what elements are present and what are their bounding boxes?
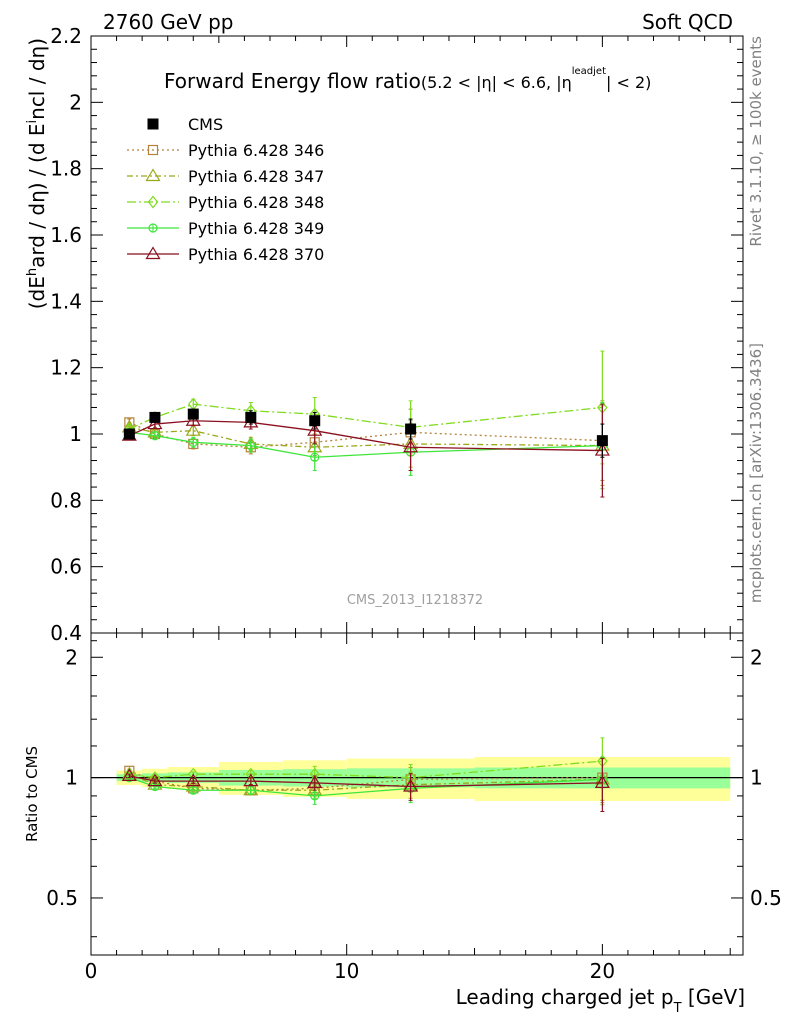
legend-marker (147, 118, 159, 130)
data-point (185, 413, 201, 426)
x-tick-label: 10 (334, 959, 359, 983)
legend-marker (147, 144, 159, 156)
header-left: 2760 GeV pp (103, 10, 234, 34)
data-point (185, 423, 201, 436)
data-point (594, 775, 610, 789)
data-point (147, 773, 163, 787)
y-axis-label: (dEhard / dη) / (d Eincl / dη) (25, 38, 49, 309)
series-pythia-6-428-348 (124, 350, 608, 465)
legend-item: Pythia 6.428 347 (127, 167, 324, 186)
data-point (596, 435, 608, 447)
y-tick-label: 0.4 (50, 621, 82, 645)
x-axis-label-a: Leading charged jet p (456, 985, 674, 1009)
legend-item: Pythia 6.428 349 (127, 219, 324, 238)
x-axis-label-b: [GeV] (682, 985, 745, 1009)
data-point (405, 423, 417, 435)
legend-label: CMS (188, 115, 223, 134)
data-point (307, 775, 323, 789)
series-pythia-6-428-370 (121, 757, 610, 813)
series-line (129, 431, 603, 458)
x-tick-label: 20 (590, 959, 615, 983)
chart-title-cond-a: (5.2 < |η| < 6.6, |η (421, 73, 572, 92)
data-point (147, 416, 163, 430)
data-point (123, 428, 135, 440)
legend: CMS Pythia 6.428 346 Pythia 6.428 347 Pythi… (127, 115, 324, 264)
chart-title-cond-b: | < 2) (606, 73, 651, 92)
legend-label: Pythia 6.428 346 (188, 141, 324, 160)
y-tick-label: 0.8 (50, 488, 82, 512)
y-tick-label: 0.6 (50, 555, 82, 579)
ratio-y-tick-label-right: 2 (750, 645, 763, 669)
legend-item: Pythia 6.428 348 (127, 193, 324, 212)
data-point (121, 768, 137, 781)
ratio-y-tick-label: 2 (65, 645, 78, 669)
data-point (403, 778, 419, 792)
data-point (185, 773, 201, 787)
ratio-y-axis-label: Ratio to CMS (23, 746, 41, 842)
legend-item: CMS (147, 115, 223, 134)
legend-marker (145, 168, 161, 182)
header-right: Soft QCD (642, 10, 733, 34)
x-tick-label: 0 (85, 959, 98, 983)
legend-label: Pythia 6.428 370 (188, 245, 324, 264)
rivet-label: Rivet 3.1.10, ≥ 100k events (747, 36, 765, 247)
ratio-series (121, 737, 610, 813)
main-series (121, 350, 610, 498)
data-point (307, 423, 323, 436)
y-tick-label: 2.2 (50, 24, 82, 48)
y-axis-label-text3: ncl / dη) (25, 38, 49, 120)
y-tick-label: 1.4 (50, 289, 82, 313)
data-point (149, 411, 161, 423)
y-axis-label-text: (dE (25, 276, 49, 309)
ratio-uncertainty-bands (116, 757, 731, 801)
legend-marker (145, 246, 161, 260)
legend-label: Pythia 6.428 347 (188, 167, 324, 186)
data-point (245, 411, 257, 423)
x-axis-label: Leading charged jet pT [GeV] (456, 985, 745, 1016)
series-cms (123, 408, 608, 458)
ratio-y-tick-label-right: 1 (750, 766, 763, 790)
y-tick-label: 1.8 (50, 157, 82, 181)
legend-label: Pythia 6.428 349 (188, 219, 324, 238)
mcplots-label: mcplots.cern.ch [arXiv:1306.3436] (747, 343, 765, 603)
analysis-watermark: CMS_2013_I1218372 (347, 593, 483, 608)
ratio-axes: 0 10 20 0.5 0.5 1 1 2 2 (46, 633, 782, 983)
legend-item: Pythia 6.428 346 (127, 141, 324, 160)
y-tick-label: 1.2 (50, 356, 82, 380)
data-point (243, 773, 259, 787)
legend-item: Pythia 6.428 370 (127, 245, 324, 264)
y-tick-label: 1.6 (50, 223, 82, 247)
ratio-y-tick-label-right: 0.5 (750, 886, 782, 910)
y-axis-label-text2: ard / dη) / (d E (25, 123, 49, 267)
y-axis-label-sup: h (25, 268, 40, 276)
chart-title-sup: leadjet (572, 66, 606, 77)
data-point (187, 408, 199, 420)
legend-marker (147, 195, 159, 209)
data-point (309, 415, 321, 427)
main-axes: 0.4 0.6 0.8 1 1.2 1.4 1.6 1.8 2 2.2 (50, 24, 743, 645)
series-line (129, 421, 603, 448)
y-tick-label: 1 (69, 422, 82, 446)
legend-label: Pythia 6.428 348 (188, 193, 324, 212)
y-tick-label: 2 (69, 90, 82, 114)
ratio-y-tick-label: 1 (65, 766, 78, 790)
ratio-y-tick-label: 0.5 (46, 886, 78, 910)
ratio-plot-frame (90, 632, 744, 956)
x-axis-label-sub: T (673, 1001, 682, 1016)
chart-title-main: Forward Energy flow ratio (164, 69, 421, 93)
y-axis-label-sup2: i (25, 120, 40, 124)
data-point (403, 439, 419, 453)
chart-title: Forward Energy flow ratio(5.2 < |η| < 6.… (164, 66, 651, 93)
